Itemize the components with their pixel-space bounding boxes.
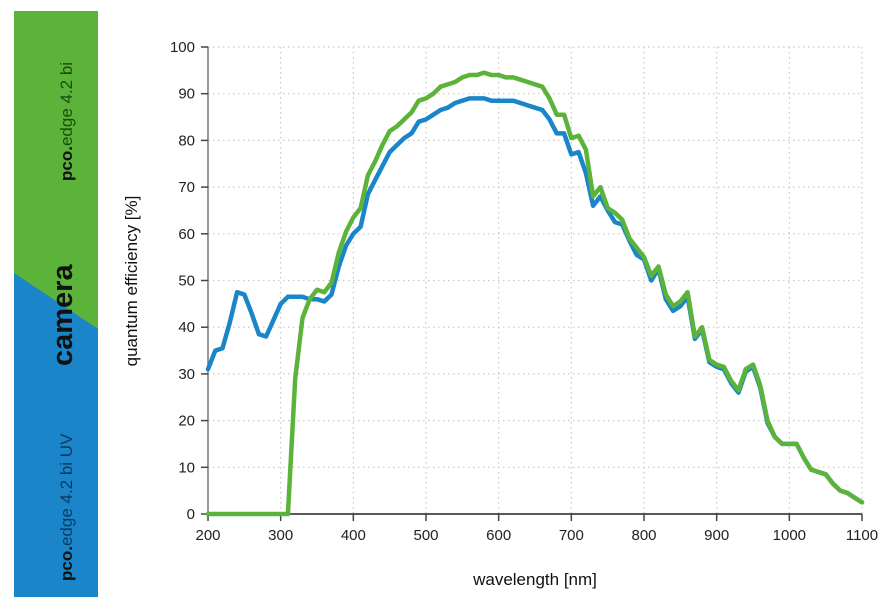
x-tick-label: 800: [631, 527, 656, 544]
top-product-label: pco.edge 4.2 bi: [57, 62, 76, 181]
sidebar-graphic: pco.edge 4.2 bi camera pco.edge 4.2 bi U…: [14, 11, 98, 597]
bottom-product-label: pco.edge 4.2 bi UV: [57, 433, 76, 581]
y-tick-label: 70: [178, 179, 195, 196]
camera-text: camera: [47, 264, 79, 366]
y-tick-label: 0: [187, 506, 195, 523]
x-axis-title: wavelength [nm]: [472, 570, 597, 589]
series-line-bi-uv: [205, 96, 865, 505]
top-product-name: edge 4.2 bi: [57, 62, 76, 146]
x-tick-label: 300: [268, 527, 293, 544]
x-tick-label: 600: [486, 527, 511, 544]
y-tick-label: 80: [178, 132, 195, 149]
top-product-brand: pco.: [57, 146, 76, 181]
grid: [208, 46, 863, 514]
x-tick-label: 700: [559, 527, 584, 544]
x-tick-label: 900: [704, 527, 729, 544]
y-tick-label: 50: [178, 273, 195, 290]
x-tick-label: 400: [341, 527, 366, 544]
sidebar-bottom-band: [14, 273, 98, 597]
x-tick-label: 200: [195, 527, 220, 544]
series-line-bi: [205, 70, 865, 517]
y-tick-label: 30: [178, 366, 195, 383]
svg-text:pco.edge 4.2 bi: pco.edge 4.2 bi: [57, 62, 76, 181]
bottom-product-name: edge 4.2 bi UV: [57, 433, 76, 546]
bottom-product-brand: pco.: [57, 546, 76, 581]
y-axis-title: quantum efficiency [%]: [122, 196, 141, 367]
product-sidebar: pco.edge 4.2 bi camera pco.edge 4.2 bi U…: [14, 11, 98, 597]
y-tick-label: 20: [178, 413, 195, 430]
x-tick-label: 1000: [773, 527, 806, 544]
svg-text:pco.edge 4.2 bi UV: pco.edge 4.2 bi UV: [57, 433, 76, 581]
y-tick-label: 60: [178, 226, 195, 243]
series-group: [205, 70, 865, 517]
x-tick-label: 1100: [846, 527, 878, 544]
axes: 0 10 20 30 40 50 60 70 80 90 100 200 300 400 500 600 700…: [170, 39, 878, 544]
y-tick-label: 90: [178, 86, 195, 103]
center-word-label: camera: [47, 264, 79, 366]
y-tick-label: 10: [178, 459, 195, 476]
y-tick-label: 100: [170, 39, 195, 56]
x-tick-label: 500: [413, 527, 438, 544]
y-tick-label: 40: [178, 319, 195, 336]
